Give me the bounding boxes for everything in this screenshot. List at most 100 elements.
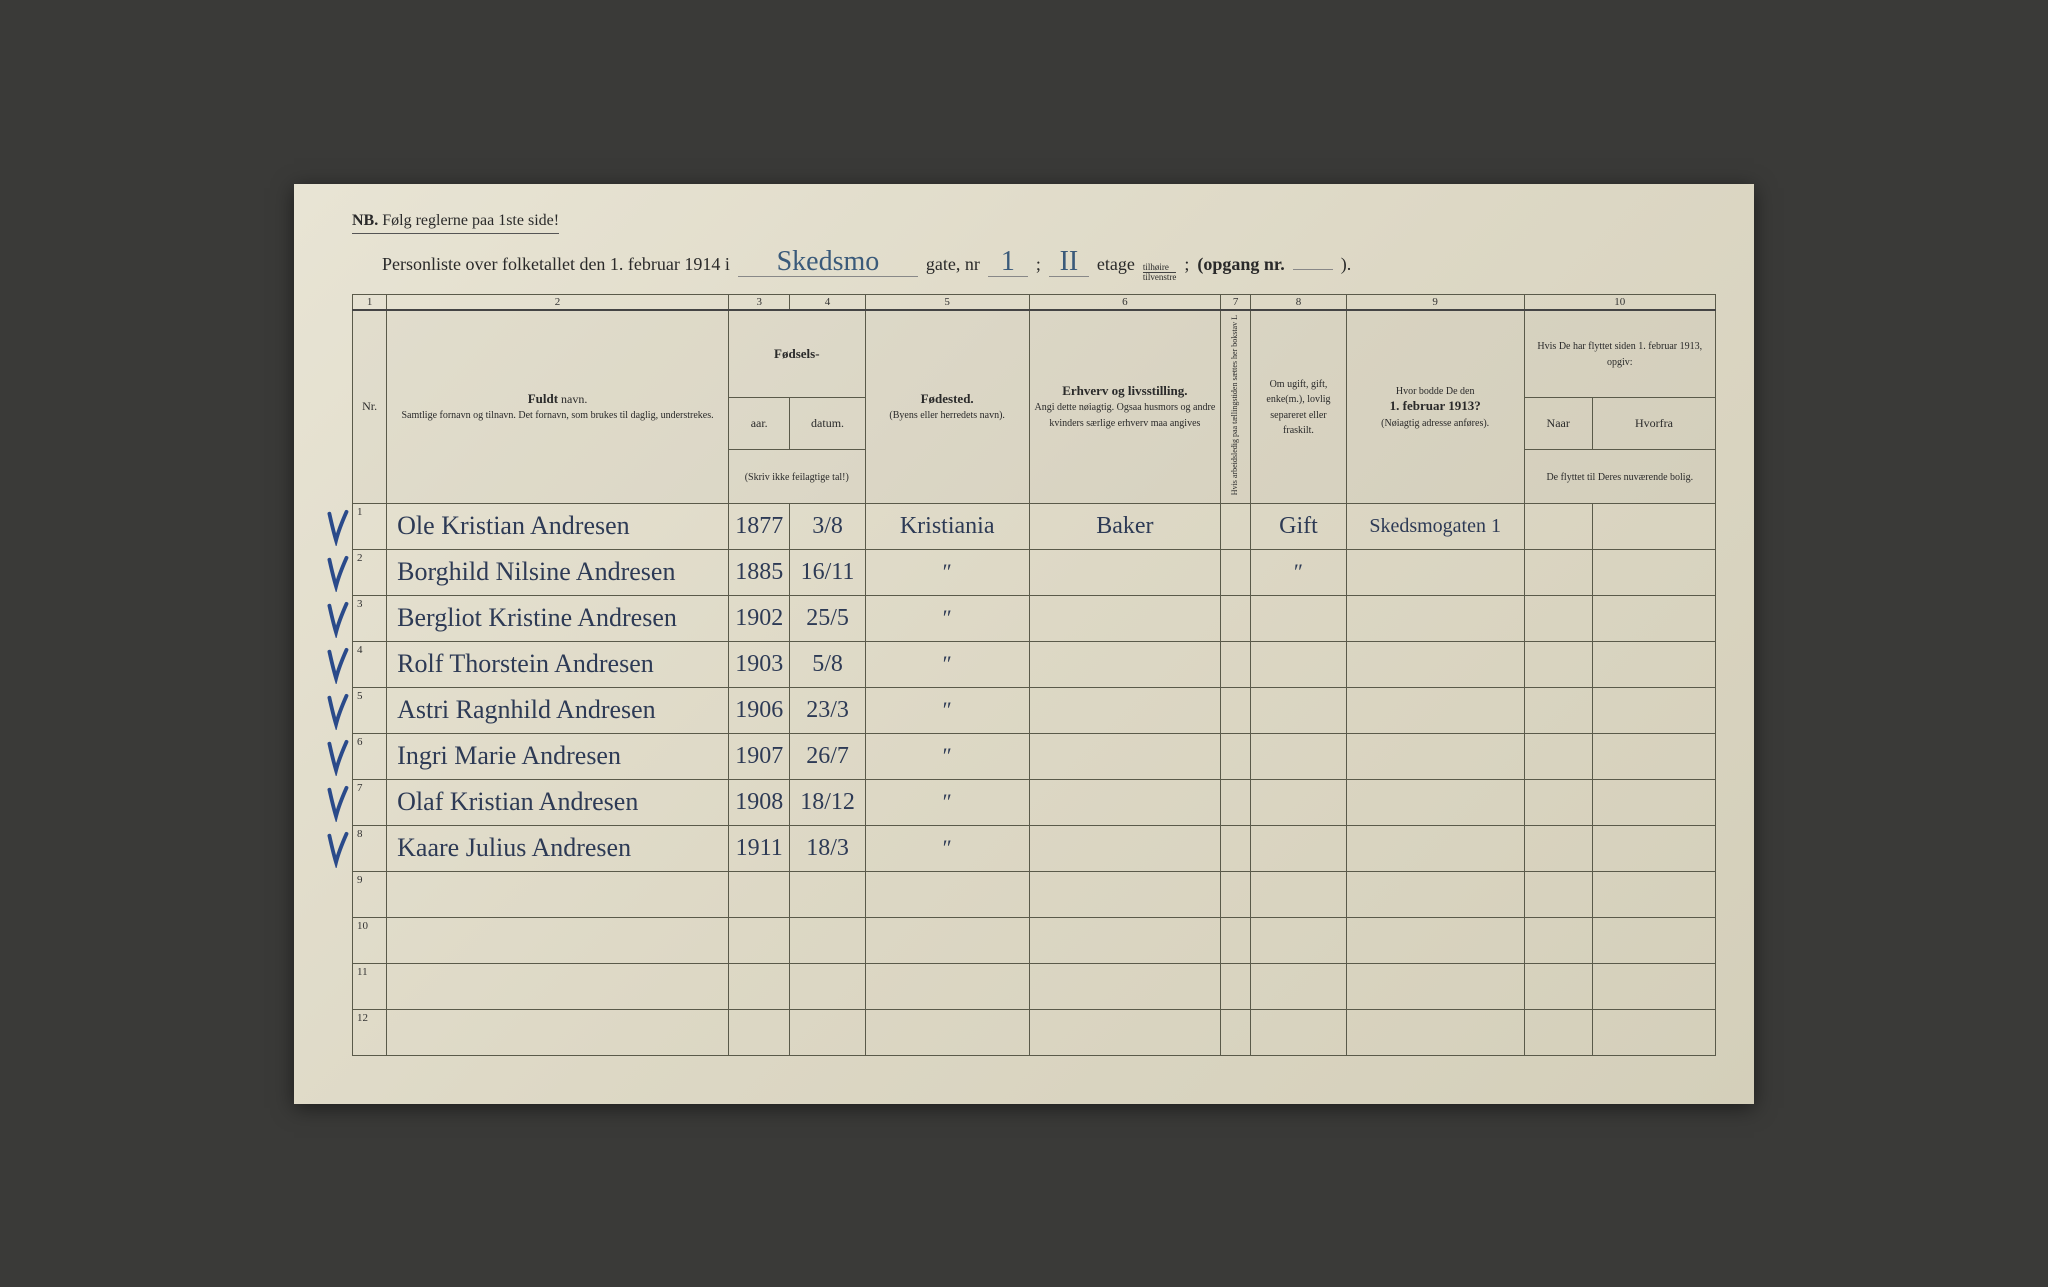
cell-date [790,1009,865,1055]
cell-col7 [1221,1009,1251,1055]
colnum: 10 [1524,294,1715,310]
cell-prev-addr [1346,1009,1524,1055]
cell-birthplace: ″ [865,733,1029,779]
table-row: 4 Rolf Thorstein Andresen 1903 5/8 ″ [353,641,1716,687]
cell-date: 18/3 [790,825,865,871]
cell-birthplace: ″ [865,687,1029,733]
cell-marital [1251,917,1347,963]
colnum: 8 [1251,294,1347,310]
cell-nr: 10 [353,917,387,963]
cell-moved-from [1592,687,1715,733]
cell-prev-addr [1346,779,1524,825]
cell-moved-when [1524,503,1592,549]
cell-marital [1251,963,1347,1009]
cell-nr: 6 [353,733,387,779]
cell-prev-addr [1346,825,1524,871]
cell-marital: Gift [1251,503,1347,549]
cell-nr: 4 [353,641,387,687]
hdr-prev-addr: Hvor bodde De den 1. februar 1913? (Nøia… [1346,310,1524,504]
cell-year: 1902 [728,595,790,641]
cell-col7 [1221,917,1251,963]
cell-name [387,1009,729,1055]
cell-moved-when [1524,963,1592,1009]
table-head: 1 2 3 4 5 6 7 8 9 10 Nr. Fuldt navn. Sam… [353,294,1716,503]
cell-nr: 1 [353,503,387,549]
opgang-value [1293,269,1333,270]
cell-moved-when [1524,825,1592,871]
cell-col7 [1221,779,1251,825]
cell-col7 [1221,641,1251,687]
cell-col7 [1221,871,1251,917]
hdr-marital: Om ugift, gift, enke(m.), lovlig separer… [1251,310,1347,504]
cell-date [790,871,865,917]
cell-moved-from [1592,503,1715,549]
cell-name [387,917,729,963]
cell-name: Ole Kristian Andresen [387,503,729,549]
cell-name [387,871,729,917]
cell-moved-when [1524,1009,1592,1055]
cell-birthplace: ″ [865,825,1029,871]
hdr-birth-group: Fødsels- [728,310,865,398]
check-mark-icon [325,508,349,546]
cell-moved-from [1592,1009,1715,1055]
cell-col7 [1221,963,1251,1009]
hdr-moved-hvorfra: Hvorfra [1592,398,1715,450]
hdr-occupation: Erhverv og livsstilling. Angi dette nøia… [1029,310,1220,504]
cell-prev-addr [1346,963,1524,1009]
hdr-birth-note: (Skriv ikke feilagtige tal!) [728,450,865,503]
cell-moved-when [1524,871,1592,917]
cell-prev-addr [1346,641,1524,687]
cell-year [728,871,790,917]
cell-marital [1251,641,1347,687]
street-value: Skedsmo [738,248,918,277]
cell-name: Olaf Kristian Andresen [387,779,729,825]
gate-label: gate, nr [926,254,980,275]
cell-marital [1251,733,1347,779]
cell-occupation [1029,595,1220,641]
cell-marital [1251,779,1347,825]
cell-moved-from [1592,825,1715,871]
table-body: 1 Ole Kristian Andresen 1877 3/8 Kristia… [353,503,1716,1055]
cell-prev-addr [1346,871,1524,917]
opgang-label: (opgang nr. [1197,254,1284,275]
side-bottom: tilvenstre [1143,273,1177,282]
cell-nr: 8 [353,825,387,871]
table-row: 11 [353,963,1716,1009]
cell-col7 [1221,733,1251,779]
cell-date: 23/3 [790,687,865,733]
hdr-birthplace: Fødested. (Byens eller herredets navn). [865,310,1029,504]
check-mark-icon [325,692,349,730]
close-paren: ). [1341,254,1352,275]
cell-occupation [1029,641,1220,687]
cell-moved-when [1524,641,1592,687]
table-row: 2 Borghild Nilsine Andresen 1885 16/11 ″… [353,549,1716,595]
cell-col7 [1221,687,1251,733]
cell-moved-from [1592,595,1715,641]
cell-prev-addr [1346,595,1524,641]
cell-year: 1903 [728,641,790,687]
cell-name: Astri Ragnhild Andresen [387,687,729,733]
cell-col7 [1221,825,1251,871]
cell-prev-addr [1346,733,1524,779]
cell-marital [1251,825,1347,871]
cell-col7 [1221,549,1251,595]
cell-date: 26/7 [790,733,865,779]
check-mark-icon [325,830,349,868]
cell-date: 3/8 [790,503,865,549]
table-row: 10 [353,917,1716,963]
cell-year [728,963,790,1009]
table-row: 9 [353,871,1716,917]
cell-year: 1877 [728,503,790,549]
colnum: 3 [728,294,790,310]
column-number-row: 1 2 3 4 5 6 7 8 9 10 [353,294,1716,310]
etage-label: etage [1097,254,1135,275]
table-row: 8 Kaare Julius Andresen 1911 18/3 ″ [353,825,1716,871]
table-row: 6 Ingri Marie Andresen 1907 26/7 ″ [353,733,1716,779]
floor-value: II [1049,248,1089,277]
cell-year [728,917,790,963]
check-mark-icon [325,554,349,592]
cell-name: Bergliot Kristine Andresen [387,595,729,641]
cell-date [790,917,865,963]
cell-nr: 2 [353,549,387,595]
check-mark-icon [325,784,349,822]
